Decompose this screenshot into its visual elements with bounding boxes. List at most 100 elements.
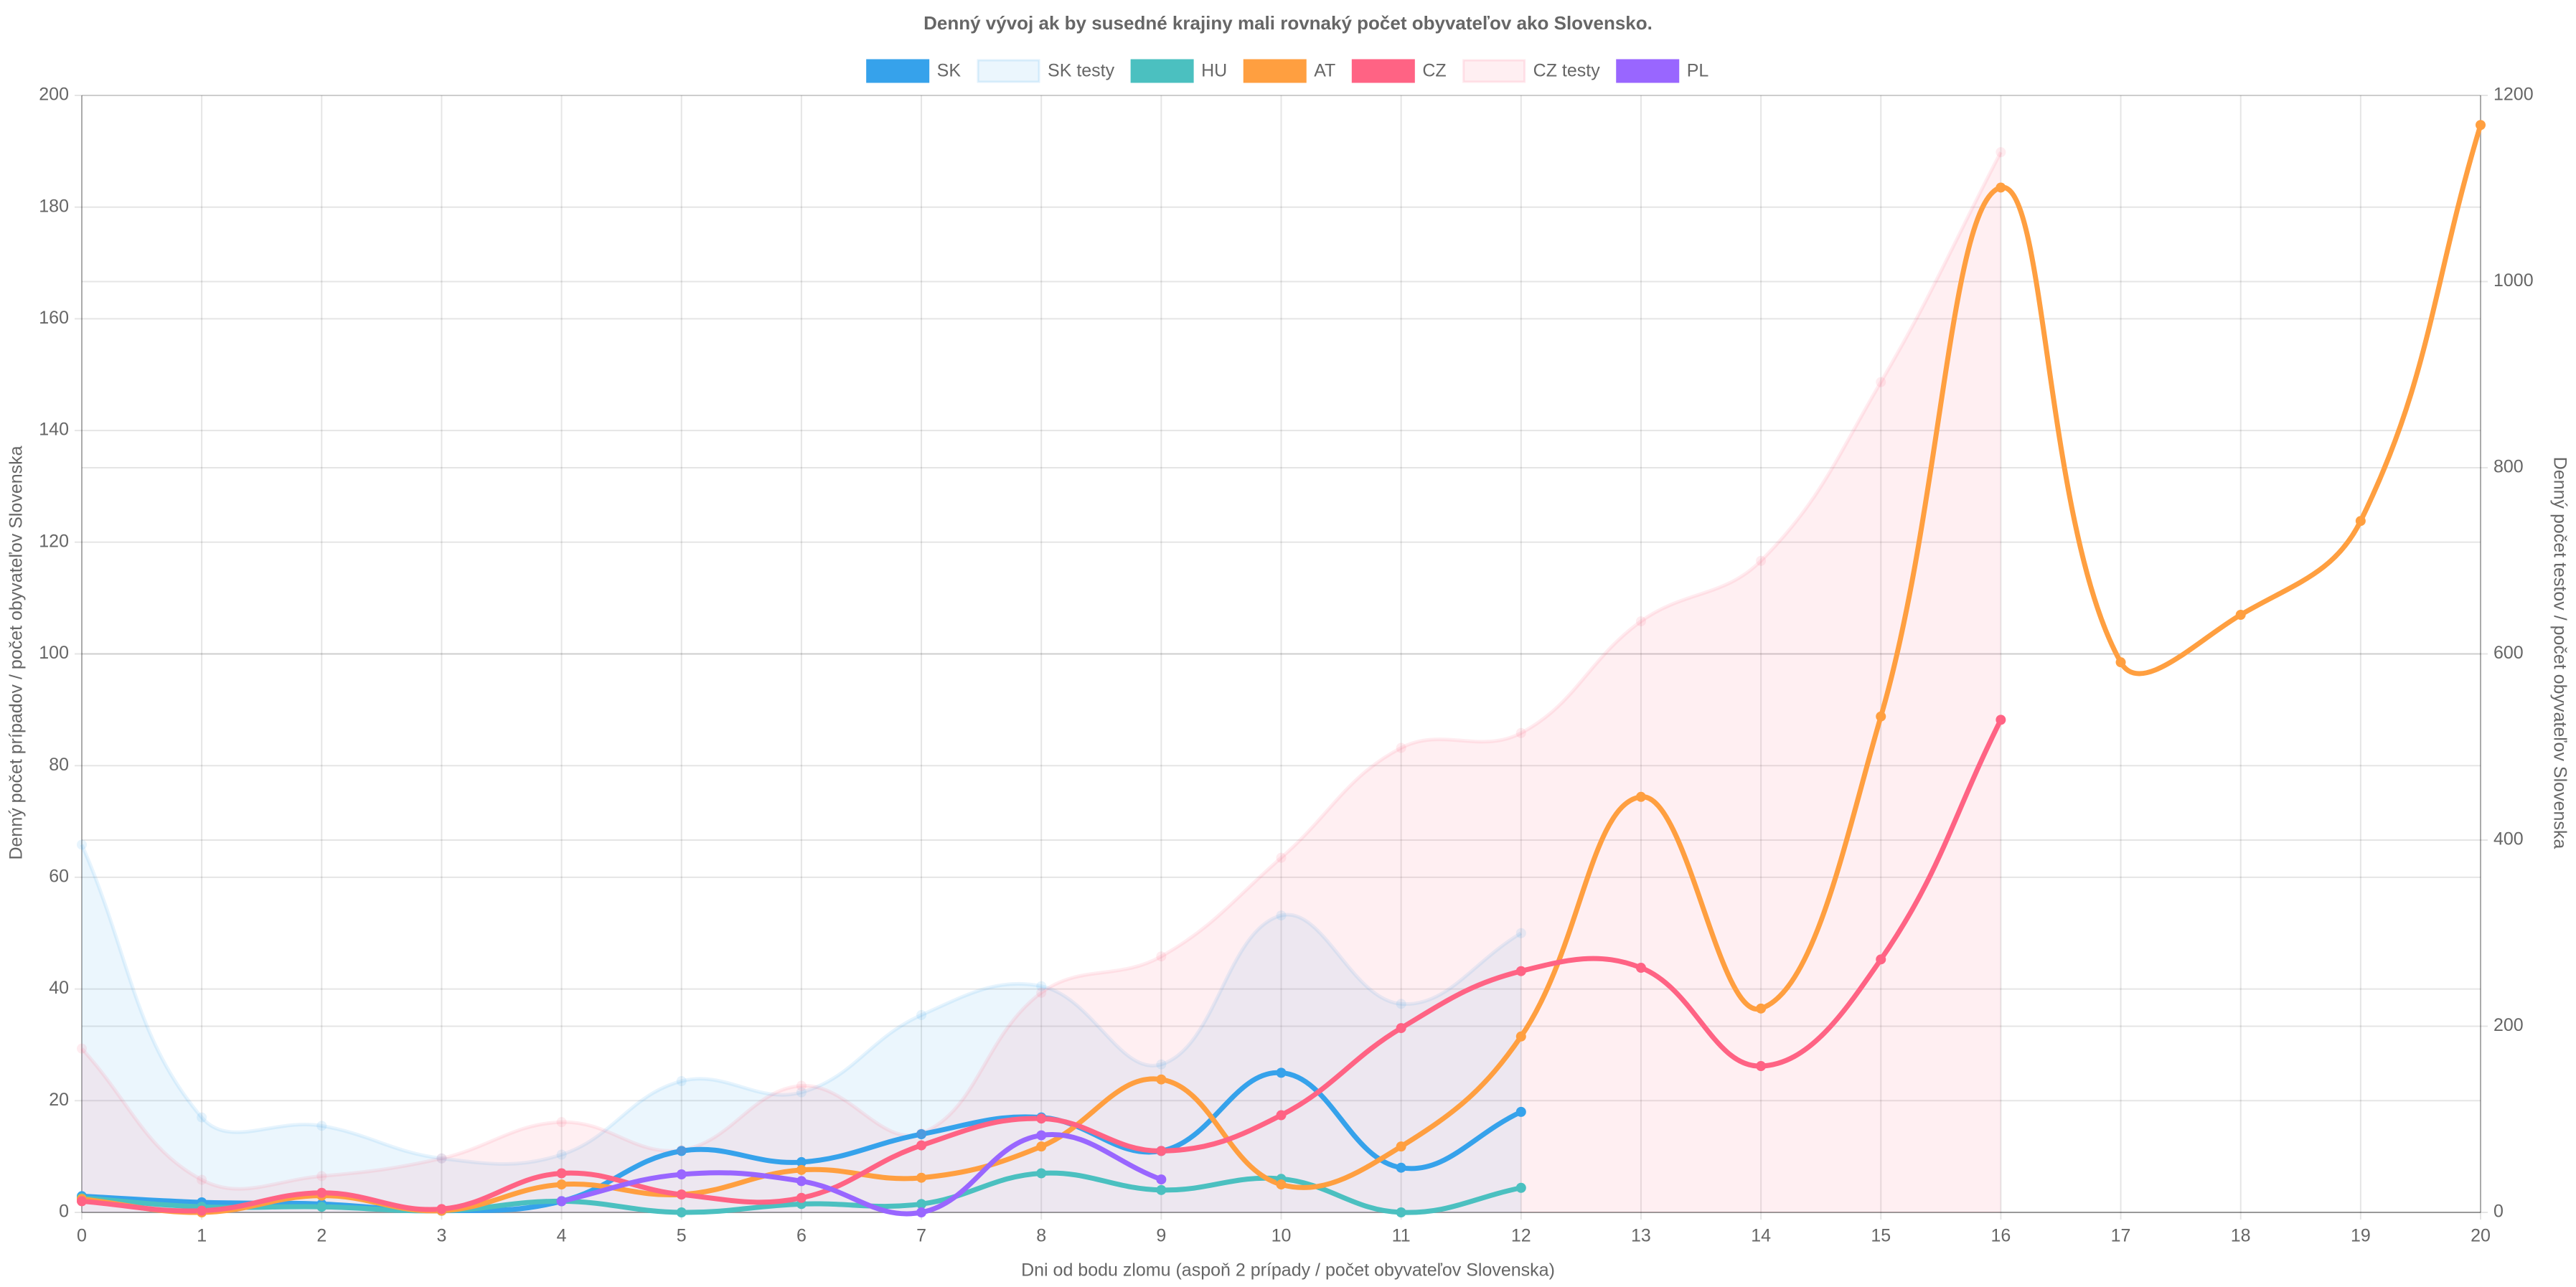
point bbox=[1515, 727, 1526, 738]
point bbox=[1276, 1179, 1287, 1190]
legend-swatch bbox=[1243, 59, 1307, 83]
x-tick-label: 8 bbox=[1036, 1226, 1046, 1246]
y2-tick-label: 600 bbox=[2493, 643, 2524, 663]
y-tick-label: 160 bbox=[39, 308, 69, 328]
point bbox=[1276, 852, 1287, 863]
point bbox=[916, 1172, 927, 1183]
point bbox=[556, 1117, 567, 1128]
x-tick-label: 10 bbox=[1271, 1226, 1292, 1246]
point bbox=[796, 1164, 807, 1175]
point bbox=[436, 1153, 447, 1164]
point bbox=[436, 1204, 447, 1215]
point bbox=[796, 1176, 807, 1187]
point bbox=[796, 1080, 807, 1091]
legend-label: SK bbox=[937, 61, 962, 81]
legend-item: CZ testy bbox=[1462, 59, 1601, 83]
point bbox=[1276, 1067, 1287, 1078]
legend-item: AT bbox=[1243, 59, 1335, 83]
legend-label: AT bbox=[1314, 61, 1335, 81]
x-tick-label: 9 bbox=[1156, 1226, 1166, 1246]
point bbox=[2235, 610, 2246, 621]
point bbox=[1515, 928, 1526, 938]
point bbox=[1396, 1207, 1406, 1217]
legend-label: CZ testy bbox=[1533, 61, 1601, 81]
point bbox=[1396, 742, 1406, 753]
point bbox=[1396, 1162, 1406, 1173]
point bbox=[2476, 120, 2486, 131]
point bbox=[1876, 954, 1886, 965]
line bbox=[560, 1132, 1162, 1217]
y-axis-title: Denný počet prípadov / počet obyvateľov … bbox=[6, 446, 27, 859]
point bbox=[1156, 1074, 1167, 1085]
point bbox=[197, 1205, 207, 1216]
point bbox=[1876, 711, 1886, 722]
y2-tick-label: 1200 bbox=[2493, 85, 2534, 105]
legend-swatch bbox=[1616, 59, 1680, 83]
y2-tick-label: 1000 bbox=[2493, 270, 2534, 291]
point bbox=[316, 1171, 327, 1182]
legend-item: PL bbox=[1616, 59, 1708, 83]
line bbox=[80, 151, 2003, 1191]
legend-item: SK testy bbox=[977, 59, 1115, 83]
point bbox=[796, 1087, 807, 1098]
point bbox=[1036, 981, 1047, 991]
x-tick-label: 14 bbox=[1751, 1226, 1771, 1246]
y-tick-label: 40 bbox=[49, 978, 69, 998]
x-tick-label: 4 bbox=[557, 1226, 567, 1246]
x-tick-label: 17 bbox=[2111, 1226, 2131, 1246]
y2-tick-label: 0 bbox=[2493, 1202, 2504, 1222]
x-tick-label: 2 bbox=[316, 1226, 326, 1246]
point bbox=[77, 839, 87, 850]
point bbox=[316, 1121, 327, 1131]
area bbox=[82, 152, 2001, 1213]
point bbox=[1396, 1023, 1406, 1034]
point bbox=[916, 1199, 927, 1210]
x-tick-label: 13 bbox=[1631, 1226, 1651, 1246]
point bbox=[1276, 1110, 1287, 1121]
point bbox=[1515, 1106, 1526, 1117]
x-tick-label: 20 bbox=[2471, 1226, 2491, 1246]
y-tick-label: 180 bbox=[39, 196, 69, 216]
x-tick-label: 5 bbox=[677, 1226, 687, 1246]
legend-swatch bbox=[866, 59, 930, 83]
y-tick-label: 140 bbox=[39, 420, 69, 440]
x-axis-title: Dni od bodu zlomu (aspoň 2 prípady / poč… bbox=[1021, 1260, 1555, 1281]
point bbox=[916, 1129, 927, 1140]
point bbox=[676, 1076, 687, 1087]
point bbox=[1515, 1182, 1526, 1193]
y-tick-label: 60 bbox=[49, 867, 69, 887]
legend-swatch bbox=[1462, 59, 1526, 83]
y-tick-label: 100 bbox=[39, 643, 69, 663]
point bbox=[676, 1207, 687, 1217]
point bbox=[916, 1128, 927, 1138]
point bbox=[1515, 966, 1526, 976]
x-tick-label: 6 bbox=[796, 1226, 807, 1246]
x-tick-label: 1 bbox=[197, 1226, 207, 1246]
line bbox=[80, 844, 1523, 1166]
point bbox=[1756, 1003, 1767, 1014]
point bbox=[676, 1169, 687, 1180]
point bbox=[316, 1202, 327, 1212]
area bbox=[82, 844, 1521, 1212]
legend-label: HU bbox=[1201, 61, 1227, 81]
legend-swatch bbox=[977, 59, 1040, 83]
point bbox=[916, 1207, 927, 1217]
legend-item: CZ bbox=[1351, 59, 1447, 83]
point bbox=[197, 1112, 207, 1123]
line bbox=[81, 718, 2003, 1214]
legend-label: CZ bbox=[1422, 61, 1446, 81]
y2-axis-title: Denný počet testov / počet obyvateľov Sl… bbox=[2549, 457, 2570, 849]
y2-tick-label: 800 bbox=[2493, 457, 2524, 477]
x-tick-label: 7 bbox=[916, 1226, 926, 1246]
point bbox=[77, 1196, 87, 1207]
point bbox=[1635, 616, 1646, 627]
legend: SK SK testy HU AT CZ CZ testy PL bbox=[866, 59, 1708, 83]
point bbox=[1996, 182, 2006, 193]
x-tick-label: 3 bbox=[436, 1226, 446, 1246]
x-tick-label: 18 bbox=[2231, 1226, 2251, 1246]
legend-swatch bbox=[1351, 59, 1415, 83]
point bbox=[1036, 1141, 1047, 1152]
point bbox=[2115, 657, 2126, 668]
point bbox=[556, 1179, 567, 1190]
y2-tick-label: 400 bbox=[2493, 829, 2524, 849]
